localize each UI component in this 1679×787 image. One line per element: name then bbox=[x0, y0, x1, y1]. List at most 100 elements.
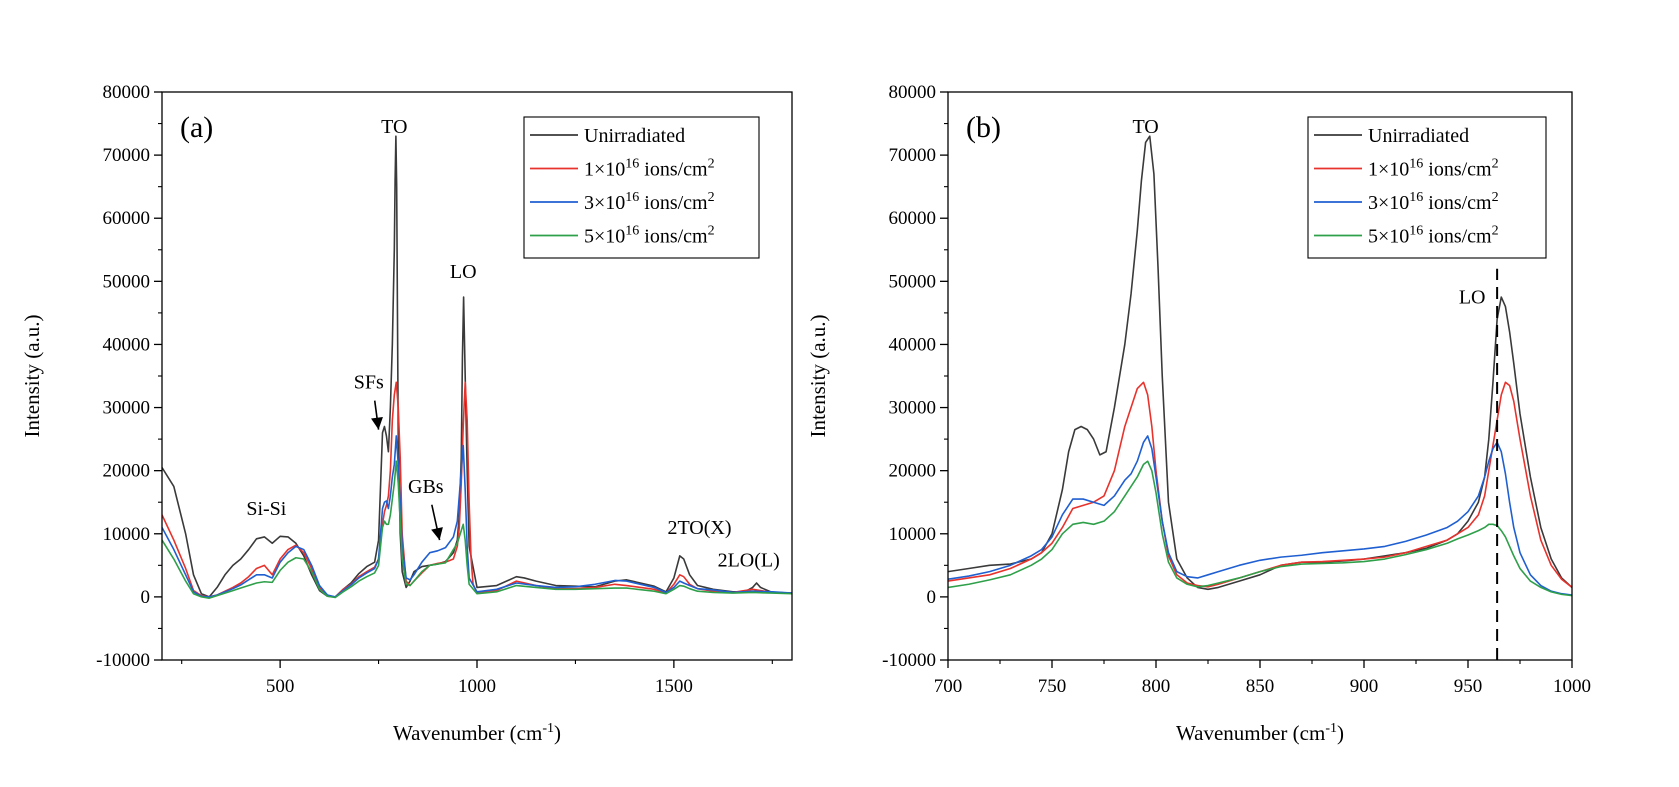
x-axis-title-base: Wavenumber (cm bbox=[393, 721, 542, 745]
series-line-5e16 bbox=[162, 460, 792, 599]
legend-box bbox=[523, 116, 760, 259]
x-tick-label: 1500 bbox=[655, 676, 693, 697]
x-tick-label: 500 bbox=[266, 676, 295, 697]
legend-label: Unirradiated bbox=[584, 125, 685, 147]
x-axis-title: Wavenumber (cm-1) bbox=[1176, 721, 1344, 745]
y-tick-label: 20000 bbox=[103, 461, 151, 482]
legend-label-part: ions/cm bbox=[639, 226, 708, 248]
legend-label-part: 1×10 bbox=[584, 159, 625, 181]
legend-label-part: 2 bbox=[708, 224, 715, 239]
legend-box bbox=[1307, 116, 1547, 259]
x-tick-label: 750 bbox=[1038, 676, 1067, 697]
legend-label-part: ions/cm bbox=[639, 192, 708, 214]
y-tick-label: 40000 bbox=[889, 334, 937, 355]
x-tick-label: 1000 bbox=[1553, 676, 1591, 697]
x-axis-title-end: ) bbox=[554, 721, 561, 745]
legend-label-part: 3×10 bbox=[584, 192, 625, 214]
y-tick-label: 40000 bbox=[103, 334, 151, 355]
y-tick-label: -10000 bbox=[96, 650, 150, 671]
legend-label-part: 2 bbox=[1492, 224, 1499, 239]
legend-label-part: ions/cm bbox=[1423, 159, 1492, 181]
annotation-arrow-head bbox=[431, 527, 443, 541]
x-axis-title-sup: -1 bbox=[542, 721, 554, 736]
annotation-2lo-l: 2LO(L) bbox=[718, 550, 780, 572]
legend-label-part: 2 bbox=[708, 157, 715, 172]
legend-label: 3×1016 ions/cm2 bbox=[584, 190, 715, 214]
legend-label-part: 2 bbox=[1492, 157, 1499, 172]
legend-label-part: 2 bbox=[1492, 190, 1499, 205]
legend-label-part: 3×10 bbox=[1368, 192, 1409, 214]
x-axis-title-sup: -1 bbox=[1325, 721, 1337, 736]
legend-label: 5×1016 ions/cm2 bbox=[584, 224, 715, 248]
y-tick-label: 20000 bbox=[889, 461, 937, 482]
y-tick-label: 80000 bbox=[103, 82, 151, 103]
legend-label-part: 1×10 bbox=[1368, 159, 1409, 181]
y-tick-label: -10000 bbox=[882, 650, 936, 671]
legend-label: 1×1016 ions/cm2 bbox=[1368, 157, 1499, 181]
legend-label-part: 16 bbox=[1409, 190, 1423, 205]
annotation-2to-x: 2TO(X) bbox=[667, 517, 731, 539]
panel-label: (b) bbox=[966, 111, 1001, 144]
y-tick-label: 60000 bbox=[889, 208, 937, 229]
legend-label: 1×1016 ions/cm2 bbox=[584, 157, 715, 181]
legend-label: Unirradiated bbox=[1368, 125, 1469, 147]
panel-label: (a) bbox=[180, 111, 213, 144]
chart-panel-a: -10000 0 10000 20000 30000 40000 50000 60000 700… bbox=[20, 82, 793, 745]
y-tick-label: 50000 bbox=[889, 271, 937, 292]
y-axis-title: Intensity (a.u.) bbox=[806, 314, 830, 437]
x-axis-title-end: ) bbox=[1337, 721, 1344, 745]
annotation-lo: LO bbox=[1459, 286, 1486, 308]
series-line-unirradiated bbox=[162, 135, 792, 598]
y-tick-label: 70000 bbox=[889, 145, 937, 166]
legend-label-part: ions/cm bbox=[1423, 226, 1492, 248]
legend-label: 3×1016 ions/cm2 bbox=[1368, 190, 1499, 214]
series-line-3e16 bbox=[948, 435, 1572, 596]
annotation-lo: LO bbox=[450, 261, 477, 283]
y-tick-label: 80000 bbox=[889, 82, 937, 103]
y-tick-label: 50000 bbox=[103, 271, 151, 292]
legend-label-part: 2 bbox=[708, 190, 715, 205]
x-tick-label: 850 bbox=[1246, 676, 1275, 697]
series-line-1e16 bbox=[948, 381, 1572, 589]
x-tick-label: 700 bbox=[934, 676, 963, 697]
x-tick-label: 800 bbox=[1142, 676, 1171, 697]
annotation-arrow-head bbox=[371, 416, 383, 430]
y-tick-label: 0 bbox=[141, 587, 151, 608]
y-axis-title: Intensity (a.u.) bbox=[20, 314, 44, 437]
chart-panel-b: -10000 0 10000 20000 30000 40000 50000 60000 700… bbox=[806, 82, 1591, 745]
y-tick-label: 30000 bbox=[103, 398, 151, 419]
legend-label-part: 5×10 bbox=[584, 226, 625, 248]
x-tick-label: 900 bbox=[1350, 676, 1379, 697]
legend-label-part: 16 bbox=[1409, 157, 1423, 172]
y-tick-label: 0 bbox=[927, 587, 937, 608]
legend-label-part: 16 bbox=[625, 157, 639, 172]
legend-label-part: 5×10 bbox=[1368, 226, 1409, 248]
y-tick-label: 10000 bbox=[889, 524, 937, 545]
legend-label-part: ions/cm bbox=[1423, 192, 1492, 214]
y-tick-label: 10000 bbox=[103, 524, 151, 545]
y-tick-label: 60000 bbox=[103, 208, 151, 229]
series-line-3e16 bbox=[162, 435, 792, 598]
legend-label-part: 16 bbox=[625, 190, 639, 205]
annotation-sfs: SFs bbox=[354, 372, 384, 394]
legend-label-part: 16 bbox=[1409, 224, 1423, 239]
y-tick-label: 70000 bbox=[103, 145, 151, 166]
x-tick-label: 950 bbox=[1454, 676, 1483, 697]
series-line-1e16 bbox=[162, 381, 792, 598]
annotation-to: TO bbox=[1132, 116, 1158, 138]
legend-label-part: ions/cm bbox=[639, 159, 708, 181]
x-axis-title: Wavenumber (cm-1) bbox=[393, 721, 561, 745]
x-tick-label: 1000 bbox=[458, 676, 496, 697]
x-axis-title-base: Wavenumber (cm bbox=[1176, 721, 1325, 745]
annotation-si-si: Si-Si bbox=[246, 498, 286, 520]
y-tick-label: 30000 bbox=[889, 398, 937, 419]
annotation-to: TO bbox=[381, 116, 407, 138]
plot-area bbox=[948, 135, 1572, 597]
annotation-gbs: GBs bbox=[408, 476, 444, 498]
series-line-5e16 bbox=[948, 460, 1572, 597]
legend-label: 5×1016 ions/cm2 bbox=[1368, 224, 1499, 248]
